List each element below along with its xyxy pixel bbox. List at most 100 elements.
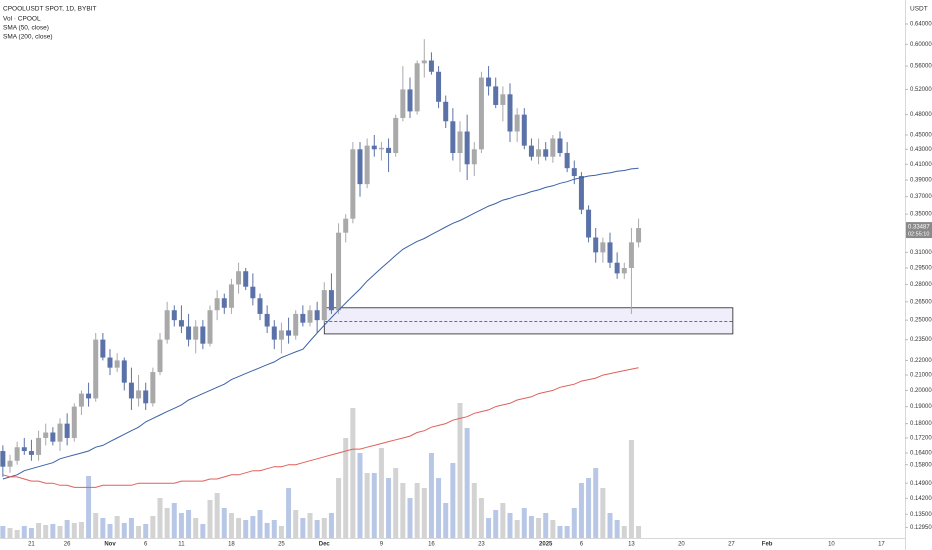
volume-bar: [614, 520, 620, 538]
x-tick-label: 6: [144, 542, 148, 548]
candle-body: [307, 310, 313, 323]
y-tick-label: 0.39000: [910, 178, 932, 184]
axes-layer: 0.64000 0.60000 0.56000 0.52000 0.48000 0.450…: [28, 22, 932, 548]
volume-bar: [378, 448, 384, 538]
candle-body: [364, 145, 370, 185]
candle-body: [636, 228, 642, 243]
y-tick-label: 0.21000: [910, 373, 932, 379]
x-tick-label: 6: [580, 542, 584, 548]
y-tick-label: 0.25000: [910, 318, 932, 324]
volume-bar: [257, 510, 263, 538]
x-tick-label: 16: [428, 542, 435, 548]
volume-bar: [7, 528, 13, 538]
volume-bar: [357, 453, 363, 538]
candle-body: [178, 320, 184, 327]
volume-bar: [586, 478, 592, 538]
candle-body: [50, 432, 56, 442]
y-tick-label: 0.22000: [910, 358, 932, 364]
volume-bar: [486, 518, 492, 538]
candle-body: [114, 360, 120, 368]
candle-body: [71, 406, 77, 438]
candle-body: [221, 298, 227, 308]
volume-bar: [271, 520, 277, 538]
candle-body: [86, 393, 92, 399]
volume-bar: [221, 508, 227, 538]
candle-body: [186, 326, 192, 340]
candle-body: [571, 168, 577, 177]
volume-bar: [464, 428, 470, 538]
volume-legend: Vol · CPOOL: [3, 16, 41, 23]
chart-title: CPOOLUSDT SPOT, 1D, BYBIT: [3, 6, 96, 13]
volume-bar: [471, 483, 477, 538]
volume-bar: [164, 508, 170, 538]
volume-bar: [407, 498, 413, 538]
candle-body: [271, 326, 277, 340]
candle-body: [493, 86, 499, 105]
candle-body: [536, 149, 542, 157]
volume-bar: [528, 516, 534, 538]
candle-body: [136, 390, 142, 399]
countdown-label: 02:55:10: [908, 232, 929, 238]
y-tick-label: 0.18000: [910, 421, 932, 427]
y-tick-label: 0.45000: [910, 133, 932, 139]
volume-bar: [128, 518, 134, 538]
last-price-label: 0.33487: [908, 225, 930, 231]
candle-body: [21, 447, 27, 452]
volume-bar: [421, 488, 427, 538]
volume-bar: [186, 510, 192, 538]
x-tick-label: 17: [878, 542, 885, 548]
currency-label: USDT: [910, 6, 928, 13]
candle-body: [500, 94, 506, 105]
candle-body: [600, 242, 606, 253]
volume-bar: [114, 516, 120, 538]
volume-bar: [143, 524, 149, 538]
volume-bar: [543, 513, 549, 538]
x-tick-label: Dec: [319, 542, 331, 548]
volume-bar: [550, 520, 556, 538]
volume-bar: [350, 408, 356, 538]
x-tick-label: Feb: [762, 542, 773, 548]
volume-bar: [571, 508, 577, 538]
candle-body: [321, 290, 327, 321]
x-tick-label: 13: [628, 542, 635, 548]
candle-body: [228, 284, 234, 308]
candle-body: [150, 372, 156, 404]
candle-body: [386, 147, 392, 153]
candle-body: [28, 451, 34, 455]
candle-body: [486, 77, 492, 87]
candle-body: [243, 271, 249, 287]
candle-body: [43, 432, 49, 438]
volume-bar: [228, 513, 234, 538]
candle-body: [414, 63, 420, 112]
volume-bar: [300, 518, 306, 538]
y-tick-label: 0.29500: [910, 266, 932, 272]
candle-body: [250, 286, 256, 299]
volume-bar: [507, 513, 513, 538]
volume-bar: [400, 483, 406, 538]
candle-body: [121, 360, 127, 383]
candle-body: [336, 232, 342, 311]
candle-body: [400, 89, 406, 118]
candle-body: [357, 149, 363, 185]
volume-bar: [107, 524, 113, 538]
volume-bar: [443, 503, 449, 538]
volume-bar: [71, 523, 77, 538]
candle-body: [107, 357, 113, 368]
x-tick-label: 21: [28, 542, 35, 548]
y-tick-label: 0.28000: [910, 282, 932, 288]
volume-bar: [386, 478, 392, 538]
y-tick-label: 0.14200: [910, 496, 932, 502]
volume-bar: [86, 476, 92, 538]
volume-bar: [593, 468, 599, 538]
y-tick-label: 0.56000: [910, 64, 932, 70]
volume-bar: [321, 518, 327, 538]
y-tick-label: 0.60000: [910, 42, 932, 48]
candle-body: [550, 138, 556, 157]
volume-bar: [278, 526, 284, 538]
candle-body: [293, 313, 299, 336]
volume-bar: [636, 526, 642, 538]
candle-body: [457, 131, 463, 153]
volume-bar: [28, 528, 34, 538]
x-tick-label: Nov: [104, 542, 116, 548]
volume-bar: [236, 518, 242, 538]
